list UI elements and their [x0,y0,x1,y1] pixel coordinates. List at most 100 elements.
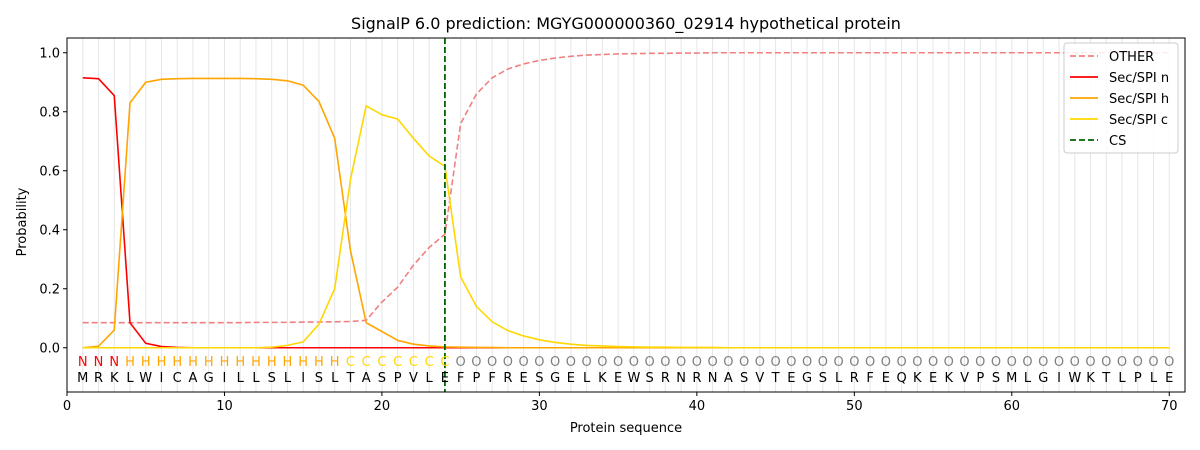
residue-label-57: V [960,371,969,386]
region-label-45: O [770,355,780,370]
residue-label-16: S [315,371,323,386]
residue-label-53: Q [896,371,906,386]
residue-label-60: M [1006,371,1017,386]
region-label-52: O [881,355,891,370]
region-label-15: H [298,355,308,370]
residue-label-14: L [284,371,292,386]
region-label-24: C [440,355,449,370]
residue-label-2: R [94,371,103,386]
region-label-18: C [346,355,355,370]
residue-label-58: P [976,371,984,386]
x-tick-label-40: 40 [689,399,706,414]
residue-label-61: L [1024,371,1032,386]
series-other [82,51,1170,324]
region-label-70: O [1164,355,1174,370]
residue-label-8: A [189,371,198,386]
region-label-49: O [833,355,843,370]
plot-frame [66,37,1186,393]
residue-label-33: L [583,371,591,386]
x-tick-label-50: 50 [846,399,863,414]
region-label-42: O [723,355,733,370]
region-label-61: O [1022,355,1032,370]
residue-label-17: L [331,371,339,386]
residue-label-25: F [457,371,464,386]
x-tick-label-30: 30 [531,399,548,414]
x-axis-label: Protein sequence [570,421,682,436]
residue-label-12: L [252,371,260,386]
series-sec-spi-h [82,77,1170,349]
residue-label-65: K [1086,371,1095,386]
residue-label-50: R [850,371,859,386]
residue-label-22: V [409,371,418,386]
grid-lines [82,38,1170,392]
region-label-11: H [235,355,245,370]
region-label-17: H [330,355,340,370]
residue-label-56: K [945,371,954,386]
residue-label-23: L [426,371,434,386]
legend-label-sec-spi-c: Sec/SPI c [1109,113,1168,128]
y-tick-label-5: 1.0 [39,46,60,61]
residue-label-26: P [472,371,480,386]
sequence-labels: NMNRNKHLHWHIHCHAHGHIHLHLHSHLHIHSHLCTCACS… [77,355,1174,386]
region-label-55: O [928,355,938,370]
region-label-44: O [755,355,765,370]
series-sec-spi-c [82,104,1170,349]
residue-label-46: E [787,371,795,386]
region-label-60: O [1007,355,1017,370]
residue-label-21: P [394,371,402,386]
residue-label-11: L [237,371,245,386]
residue-label-68: P [1134,371,1142,386]
region-label-39: O [676,355,686,370]
region-label-2: N [94,355,104,370]
region-label-58: O [975,355,985,370]
residue-label-67: L [1118,371,1126,386]
residue-label-19: A [362,371,371,386]
region-label-56: O [944,355,954,370]
chart-title: SignalP 6.0 prediction: MGYG000000360_02… [351,14,901,34]
region-label-51: O [865,355,875,370]
residue-label-62: G [1038,371,1048,386]
residue-label-69: L [1150,371,1158,386]
region-label-8: H [188,355,198,370]
residue-label-13: S [268,371,276,386]
x-tick-label-70: 70 [1161,399,1178,414]
residue-label-52: E [882,371,890,386]
y-tick-label-1: 0.2 [39,282,60,297]
residue-label-24: E [441,371,449,386]
series-lines [82,38,1170,392]
region-label-21: C [393,355,402,370]
residue-label-55: E [929,371,937,386]
residue-label-4: L [126,371,134,386]
series-sec-spi-n [82,77,1170,349]
residue-label-35: E [614,371,622,386]
residue-label-34: K [598,371,607,386]
region-label-33: O [582,355,592,370]
x-tick-label-20: 20 [374,399,391,414]
residue-label-47: G [802,371,812,386]
region-label-6: H [157,355,167,370]
region-label-36: O [629,355,639,370]
region-label-4: H [125,355,135,370]
residue-label-45: T [771,371,780,386]
residue-label-7: C [173,371,182,386]
legend-box [1063,42,1179,154]
y-axis-label: Probability [15,187,30,256]
region-label-48: O [818,355,828,370]
region-label-43: O [739,355,749,370]
residue-label-31: G [550,371,560,386]
y-tick-label-0: 0.0 [39,341,60,356]
region-label-65: O [1085,355,1095,370]
region-label-50: O [849,355,859,370]
legend: OTHER Sec/SPI n Sec/SPI h Sec/SPI c CS [1063,42,1179,154]
residue-label-41: N [708,371,718,386]
region-label-25: O [456,355,466,370]
legend-label-cs: CS [1109,134,1126,149]
region-label-16: H [314,355,324,370]
region-label-28: O [503,355,513,370]
residue-label-40: R [692,371,701,386]
region-label-53: O [896,355,906,370]
region-label-37: O [645,355,655,370]
region-label-34: O [597,355,607,370]
region-label-20: C [377,355,386,370]
